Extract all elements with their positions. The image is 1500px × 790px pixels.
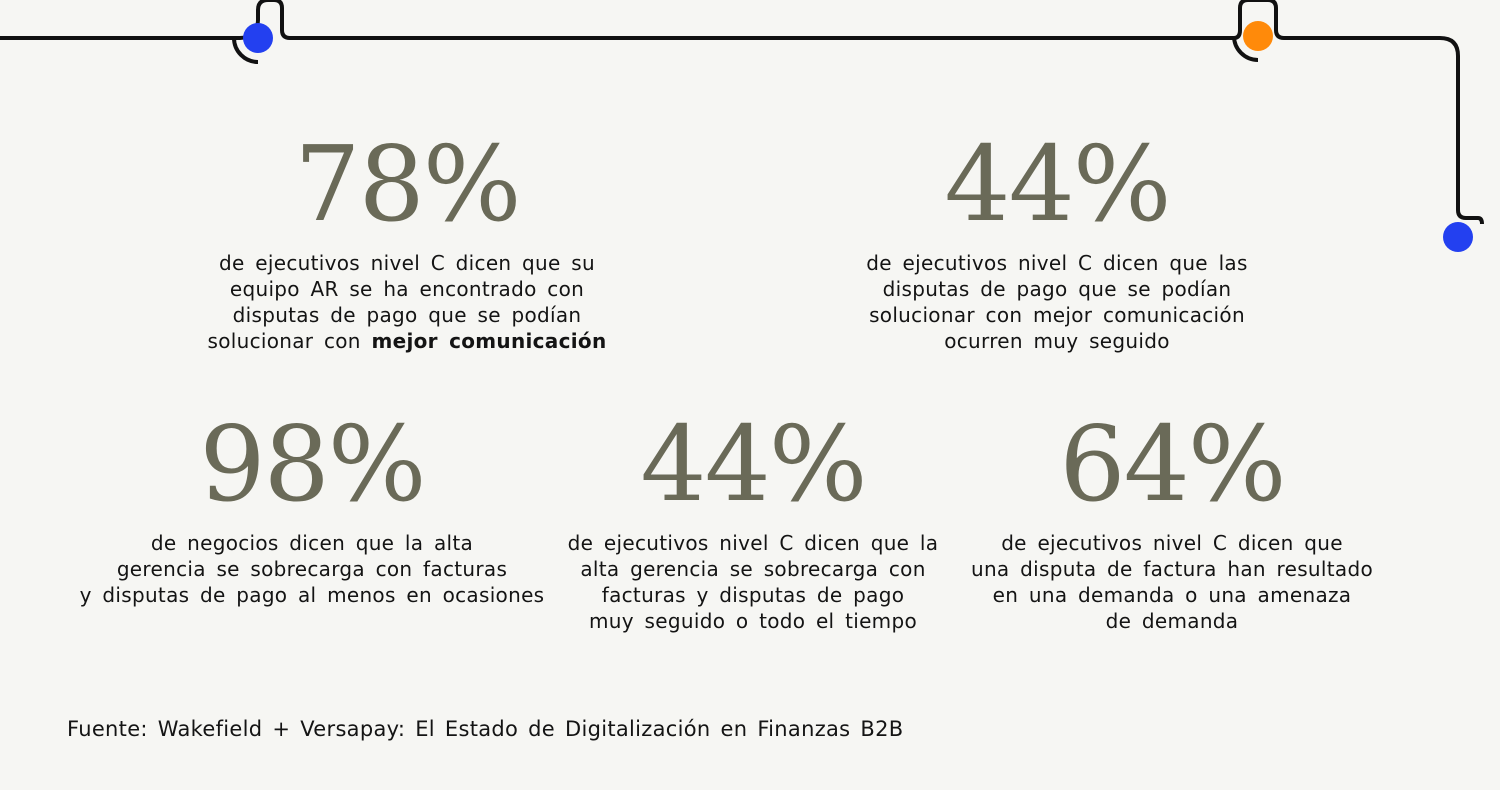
stat-value: 44% bbox=[640, 403, 867, 525]
stat-description: de ejecutivos nivel C dicen que la alta … bbox=[503, 530, 1003, 634]
stat-block-98: 98% de negocios dicen que la alta gerenc… bbox=[62, 412, 562, 608]
stat-description: de ejecutivos nivel C dicen que una disp… bbox=[922, 530, 1422, 634]
stat-block-64: 64% de ejecutivos nivel C dicen que una … bbox=[922, 412, 1422, 634]
desc-line: de ejecutivos nivel C dicen que las bbox=[866, 251, 1248, 275]
stat-block-78: 78% de ejecutivos nivel C dicen que su e… bbox=[157, 132, 657, 354]
desc-line: de negocios dicen que la alta bbox=[150, 531, 474, 555]
desc-emphasis: mejor comunicación bbox=[371, 329, 607, 353]
desc-line: ocurren muy seguido bbox=[944, 329, 1170, 353]
desc-line: disputas de pago que se podían bbox=[232, 303, 582, 327]
blue-node-right bbox=[1443, 222, 1473, 252]
stat-value: 78% bbox=[294, 123, 521, 245]
desc-line: gerencia se sobrecarga con facturas bbox=[116, 557, 508, 581]
desc-line: alta gerencia se sobrecarga con bbox=[580, 557, 926, 581]
desc-line: en una demanda o una amenaza bbox=[992, 583, 1352, 607]
desc-line: de ejecutivos nivel C dicen que bbox=[1001, 531, 1343, 555]
desc-line: muy seguido o todo el tiempo bbox=[589, 609, 917, 633]
timeline-line bbox=[0, 0, 1484, 225]
node-ring-right bbox=[1232, 35, 1259, 62]
desc-line: y disputas de pago al menos en ocasiones bbox=[79, 583, 545, 607]
stat-value: 98% bbox=[199, 403, 426, 525]
stat-block-44-overload: 44% de ejecutivos nivel C dicen que la a… bbox=[503, 412, 1003, 634]
stat-description: de ejecutivos nivel C dicen que las disp… bbox=[802, 250, 1312, 354]
stat-value: 64% bbox=[1059, 403, 1286, 525]
desc-line: de ejecutivos nivel C dicen que la bbox=[567, 531, 939, 555]
desc-line: facturas y disputas de pago bbox=[601, 583, 905, 607]
stat-description: de ejecutivos nivel C dicen que su equip… bbox=[157, 250, 657, 354]
desc-line: solucionar con mejor comunicación bbox=[869, 303, 1245, 327]
stat-block-44-frequency: 44% de ejecutivos nivel C dicen que las … bbox=[802, 132, 1312, 354]
desc-text: solucionar con bbox=[207, 329, 372, 353]
stat-value: 44% bbox=[944, 123, 1171, 245]
blue-node-left bbox=[243, 23, 273, 53]
desc-line: de demanda bbox=[1105, 609, 1239, 633]
desc-line: equipo AR se ha encontrado con bbox=[229, 277, 585, 301]
node-ring-left bbox=[232, 37, 259, 64]
desc-line: disputas de pago que se podían bbox=[882, 277, 1232, 301]
desc-line: una disputa de factura han resultado bbox=[970, 557, 1373, 581]
source-citation: Fuente: Wakefield + Versapay: El Estado … bbox=[67, 717, 904, 741]
stat-description: de negocios dicen que la alta gerencia s… bbox=[62, 530, 562, 608]
orange-node bbox=[1243, 21, 1273, 51]
desc-line: solucionar con mejor comunicación bbox=[157, 328, 657, 354]
desc-line: de ejecutivos nivel C dicen que su bbox=[219, 251, 595, 275]
